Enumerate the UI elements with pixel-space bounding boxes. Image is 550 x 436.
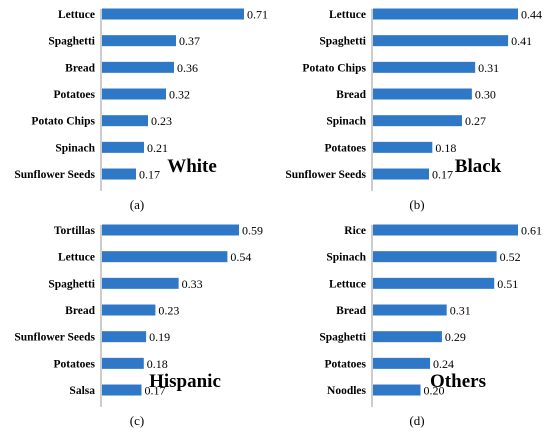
bar	[102, 8, 244, 20]
bar	[102, 168, 136, 180]
category-label: Lettuce	[58, 252, 95, 264]
panel-label: (c)	[130, 413, 144, 428]
category-label: Potato Chips	[31, 116, 95, 128]
category-label: Bread	[336, 89, 366, 101]
bar	[373, 141, 433, 153]
data-label: 0.61	[521, 224, 542, 238]
data-label: 0.17	[139, 168, 160, 182]
bar	[102, 384, 142, 396]
category-label: Sunflower Seeds	[285, 169, 366, 181]
bar	[373, 88, 472, 100]
data-label: 0.30	[475, 88, 496, 102]
category-label: Salsa	[69, 385, 95, 397]
bar	[373, 277, 495, 289]
category-label: Lettuce	[329, 278, 366, 290]
group-label: Others	[430, 371, 486, 392]
panel-label: (a)	[130, 197, 144, 212]
group-label: White	[167, 156, 217, 177]
category-label: Noodles	[327, 385, 367, 397]
data-label: 0.44	[521, 8, 542, 22]
bar	[373, 384, 421, 396]
data-label: 0.27	[465, 114, 486, 128]
category-label: Potatoes	[324, 142, 366, 154]
bar	[102, 331, 147, 343]
category-label: Spaghetti	[319, 332, 366, 344]
category-label: Spinach	[55, 142, 95, 154]
data-label: 0.17	[144, 384, 165, 398]
category-label: Lettuce	[58, 9, 95, 21]
data-label: 0.29	[445, 330, 466, 344]
data-label: 0.23	[151, 114, 172, 128]
category-label: Spinach	[326, 116, 366, 128]
chart-panel-3: Tortillas 0.59 Lettuce 0.54 Spaghetti 0.33 Bre…	[14, 224, 263, 429]
bar	[373, 168, 430, 180]
data-label: 0.52	[500, 250, 521, 264]
bar	[102, 35, 176, 47]
data-label: 0.31	[450, 304, 471, 318]
data-label: 0.20	[424, 384, 445, 398]
category-label: Potatoes	[53, 358, 95, 370]
bar	[102, 357, 144, 369]
bar	[102, 304, 156, 316]
data-label: 0.19	[149, 330, 170, 344]
category-label: Bread	[65, 305, 95, 317]
bar	[373, 331, 442, 343]
bar	[373, 35, 509, 47]
data-label: 0.59	[242, 224, 263, 238]
bar	[373, 251, 497, 263]
category-label: Spaghetti	[48, 36, 95, 48]
data-label: 0.18	[435, 141, 456, 155]
data-label: 0.32	[169, 88, 190, 102]
category-label: Bread	[65, 62, 95, 74]
data-label: 0.33	[182, 277, 203, 291]
bar	[373, 8, 518, 20]
data-label: 0.17	[432, 168, 453, 182]
bar	[102, 115, 148, 127]
bar	[373, 224, 518, 236]
bar	[102, 277, 179, 289]
category-label: Potatoes	[53, 89, 95, 101]
data-label: 0.51	[497, 277, 518, 291]
category-label: Rice	[344, 225, 366, 237]
category-label: Potato Chips	[302, 62, 366, 74]
category-label: Spaghetti	[48, 278, 95, 290]
group-label: Black	[455, 156, 502, 177]
category-label: Bread	[336, 305, 366, 317]
data-label: 0.23	[158, 304, 179, 318]
bar	[102, 61, 174, 73]
bar	[102, 141, 144, 153]
category-label: Sunflower Seeds	[14, 332, 95, 344]
data-label: 0.24	[433, 357, 454, 371]
category-label: Tortillas	[54, 225, 96, 237]
data-label: 0.36	[177, 61, 198, 75]
group-label: Hispanic	[149, 371, 221, 392]
bar	[373, 304, 447, 316]
data-label: 0.21	[147, 141, 168, 155]
data-label: 0.71	[247, 8, 268, 22]
bar	[102, 224, 239, 236]
category-label: Potatoes	[324, 358, 366, 370]
chart-panel-2: Lettuce 0.44 Spaghetti 0.41 Potato Chips 0.31…	[285, 8, 542, 213]
chart-panel-1: Lettuce 0.71 Spaghetti 0.37 Bread 0.36 Potatoe…	[14, 8, 268, 213]
panel-label: (d)	[409, 413, 424, 428]
data-label: 0.54	[230, 250, 251, 264]
bar	[373, 115, 462, 127]
data-label: 0.37	[179, 34, 200, 48]
bar	[373, 61, 476, 73]
category-label: Spaghetti	[319, 36, 366, 48]
chart-panel-4: Rice 0.61 Spinach 0.52 Lettuce 0.51 Bread 0.31 S…	[319, 224, 542, 429]
data-label: 0.31	[478, 61, 499, 75]
category-label: Lettuce	[329, 9, 366, 21]
bar	[102, 251, 228, 263]
bar	[102, 88, 166, 100]
panel-label: (b)	[409, 197, 424, 212]
category-label: Sunflower Seeds	[14, 169, 95, 181]
bar	[373, 357, 431, 369]
data-label: 0.18	[147, 357, 168, 371]
data-label: 0.41	[511, 34, 532, 48]
category-label: Spinach	[326, 252, 366, 264]
